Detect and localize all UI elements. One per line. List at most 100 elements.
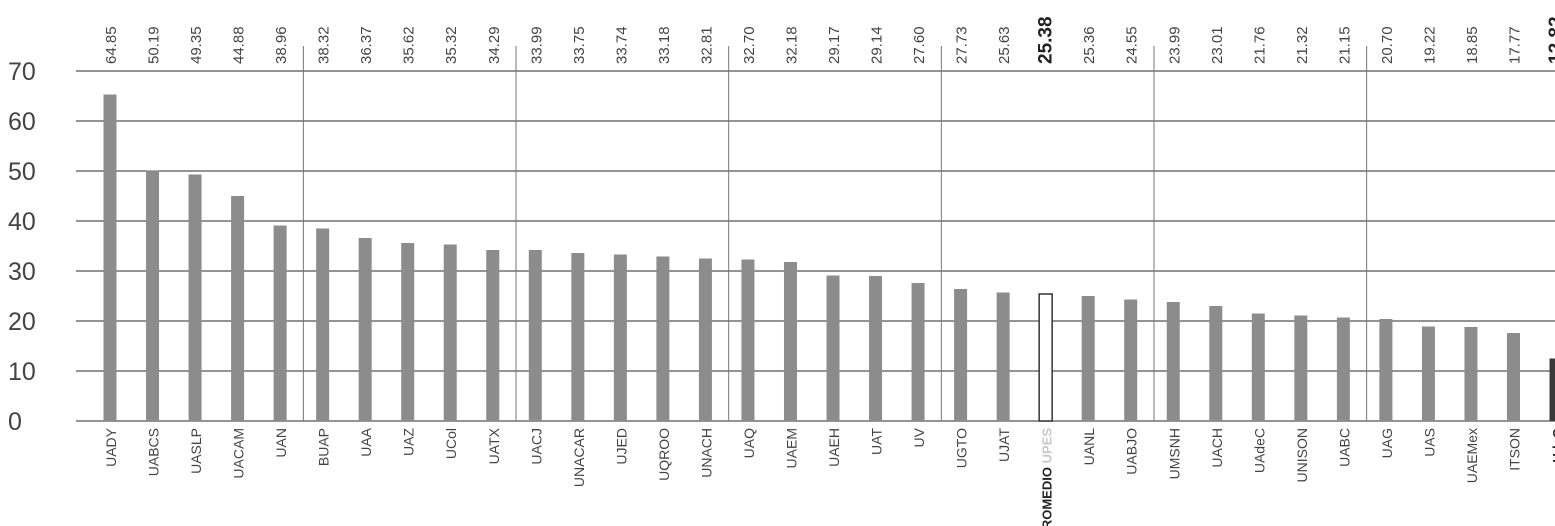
bar-buap	[316, 228, 330, 421]
bar-uadec	[1251, 313, 1265, 421]
value-label: 33.99	[528, 26, 545, 64]
category-label: ITSON	[1506, 428, 1522, 471]
bar-uatx	[486, 250, 500, 421]
value-label: 27.60	[911, 26, 928, 64]
y-axis: 0 10 20 30 40 50 60 70	[8, 58, 36, 436]
category-label: UCol	[443, 428, 459, 459]
bar-itson	[1506, 333, 1520, 421]
bar-uanl	[1081, 296, 1095, 421]
bar-ujed	[613, 254, 627, 421]
value-label: 20.70	[1379, 26, 1396, 64]
category-label: BUAP	[316, 428, 332, 466]
value-labels: 64.85 50.19 49.35 44.88 38.96 38.32 36.37 35.62…	[103, 16, 1555, 64]
category-label: UAEM	[783, 428, 799, 468]
category-labels: UADY UABCS UASLP UACAM UAN BUAP UAA UAZ UCol UATX…	[103, 427, 1555, 526]
value-label: 32.18	[783, 26, 800, 64]
category-label: UNACAR	[571, 428, 587, 487]
bar-ugto	[954, 289, 968, 421]
value-label: 29.14	[869, 26, 886, 64]
value-label: 18.85	[1464, 26, 1481, 64]
value-label: 27.73	[954, 26, 971, 64]
value-label: 33.74	[613, 26, 630, 64]
value-label: 36.37	[358, 26, 375, 64]
bar-uady	[103, 94, 117, 421]
value-label: 32.81	[698, 26, 715, 64]
value-label: 25.36	[1081, 26, 1098, 64]
category-label: UAdeC	[1251, 428, 1267, 473]
category-label: UAEH	[826, 428, 842, 467]
category-label: UAZ	[401, 428, 417, 456]
category-label: UASLP	[188, 428, 204, 474]
value-label: 33.75	[571, 26, 588, 64]
value-label: 21.76	[1251, 26, 1268, 64]
bar-unison	[1294, 315, 1308, 421]
value-label: 64.85	[103, 26, 120, 64]
value-label: 19.22	[1421, 26, 1438, 64]
category-label: UANL	[1081, 428, 1097, 466]
value-label: 25.63	[996, 26, 1013, 64]
bar-uaz	[401, 243, 415, 421]
y-tick-label: 0	[8, 408, 22, 436]
value-label: 23.99	[1166, 26, 1183, 64]
category-label: UABC	[1336, 428, 1352, 467]
y-tick-label: 70	[8, 58, 36, 86]
category-label: PROMEDIO UPES	[1040, 428, 1055, 526]
value-label: 32.70	[741, 26, 758, 64]
category-label: UAEMex	[1464, 428, 1480, 483]
bar-uacj	[528, 250, 542, 421]
y-tick-label: 50	[8, 158, 36, 186]
bar-uaa	[358, 238, 372, 421]
bar-umsnh	[1166, 302, 1180, 421]
value-label: 38.32	[316, 26, 333, 64]
category-label: UJED	[613, 428, 629, 465]
bar-uv	[911, 283, 925, 421]
category-label: UAA	[358, 427, 374, 456]
category-label: UATX	[486, 427, 502, 464]
category-label: UAG	[1379, 428, 1395, 458]
y-tick-label: 60	[8, 108, 36, 136]
category-label: UACH	[1209, 428, 1225, 468]
value-label: 44.88	[231, 26, 248, 64]
group-dividers	[302, 46, 1368, 421]
category-label: UV	[911, 427, 927, 447]
bar-uqroo	[656, 256, 670, 421]
category-label: UAN	[273, 428, 289, 458]
value-label: 34.29	[486, 26, 503, 64]
bars	[103, 94, 1555, 422]
value-label: 12.82	[1546, 16, 1555, 64]
value-label: 23.01	[1209, 26, 1226, 64]
bar-uabc	[1336, 317, 1350, 421]
bar-ucol	[443, 244, 457, 421]
bar-unach	[698, 258, 712, 421]
category-label: UNACH	[698, 428, 714, 478]
bar-uaeh	[826, 275, 840, 421]
value-label: 29.17	[826, 26, 843, 64]
value-label: 35.62	[401, 26, 418, 64]
bar-uas	[1421, 326, 1435, 421]
category-label: UMSNH	[1166, 428, 1182, 479]
category-label: UdeG	[1550, 428, 1555, 463]
bar-uaq	[741, 259, 755, 421]
value-label: 21.15	[1336, 26, 1353, 64]
value-label: 33.18	[656, 26, 673, 64]
value-label: 50.19	[146, 26, 163, 64]
category-label: UADY	[103, 427, 119, 467]
category-label: UAS	[1421, 428, 1437, 457]
y-tick-label: 40	[8, 208, 36, 236]
bar-uaslp	[188, 174, 202, 421]
bar-unacar	[571, 253, 585, 421]
bar-uabcs	[146, 170, 160, 421]
value-label: 38.96	[273, 26, 290, 64]
value-label: 49.35	[188, 26, 205, 64]
bar-uaem	[783, 262, 797, 421]
y-tick-label: 10	[8, 358, 36, 386]
bar-uaemex	[1464, 327, 1478, 421]
category-label: UACJ	[528, 428, 544, 465]
category-label: UJAT	[996, 428, 1012, 462]
value-label: 25.38	[1036, 16, 1057, 64]
bar-promedio-upes	[1038, 293, 1053, 422]
value-label: 24.55	[1124, 26, 1141, 64]
category-label: UAQ	[741, 428, 757, 458]
grid-lines	[76, 70, 1555, 422]
bar-udeg	[1549, 358, 1555, 421]
